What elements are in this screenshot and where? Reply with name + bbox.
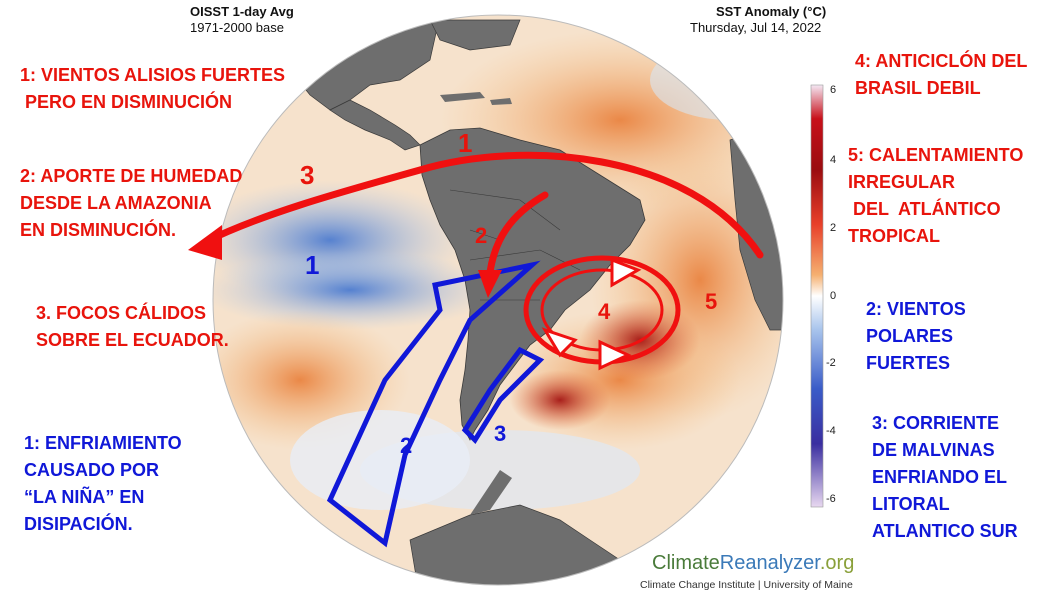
blue-region-polygon-3 (461, 346, 545, 444)
annotation-la-nina-cooling: 1: ENFRIAMIENTO CAUSADO POR “LA NIÑA” EN… (24, 433, 182, 534)
annotation-malvinas-current: 3: CORRIENTE DE MALVINAS ENFRIANDO EL LI… (872, 413, 1018, 541)
colorbar-tick: 6 (830, 84, 837, 96)
anticyclone-arrowhead-bottom (598, 339, 632, 371)
blue-region-polygon-2 (326, 260, 541, 548)
map-label-red-3: 3 (300, 160, 315, 190)
colorbar-tick: -4 (826, 425, 836, 437)
map-label-red-2: 2 (475, 223, 488, 248)
map-label-blue-2: 2 (400, 433, 413, 458)
colorbar (810, 84, 824, 508)
annotation-trade-winds: 1: VIENTOS ALISIOS FUERTES PERO EN DISMI… (20, 65, 286, 112)
institute-credit: Climate Change Institute | University of… (640, 579, 853, 591)
map-label-red-1: 1 (458, 128, 473, 158)
map-label-red-5: 5 (705, 289, 718, 314)
map-date: Thursday, Jul 14, 2022 (690, 20, 822, 35)
colorbar-tick: 4 (830, 154, 837, 166)
map-label-red-4: 4 (598, 299, 611, 324)
map-label-blue-3: 3 (494, 421, 507, 446)
red-moisture-arrow (486, 191, 549, 276)
red-moisture-arrowhead (478, 270, 502, 298)
annotation-brazil-anticyclone: 4: ANTICICLÓN DEL BRASIL DEBIL (855, 51, 1028, 98)
ocean-anomaly-field (213, 15, 783, 585)
annotation-amazon-moisture: 2: APORTE DE HUMEDAD DESDE LA AMAZONIA E… (20, 166, 243, 240)
dataset-title: OISST 1-day Avg (190, 4, 294, 19)
red-trade-winds-arrowhead (188, 225, 222, 260)
colorbar-tick: -2 (826, 357, 836, 369)
map-label-blue-1: 1 (305, 250, 320, 280)
annotation-warm-foci: 3. FOCOS CÁLIDOS SOBRE EL ECUADOR. (36, 303, 229, 350)
red-trade-winds-arrow (201, 151, 764, 259)
colorbar-tick: 2 (830, 222, 837, 234)
colorbar-tick: 0 (830, 290, 837, 302)
colorbar-tick: -6 (826, 493, 836, 505)
annotation-polar-winds: 2: VIENTOS POLARES FUERTES (866, 299, 966, 373)
anticyclone-arrowhead-left (541, 327, 578, 358)
climate-reanalyzer-logo: ClimateReanalyzer.org (652, 552, 855, 574)
variable-title: SST Anomaly (°C) (716, 4, 827, 19)
dataset-base: 1971-2000 base (190, 20, 284, 35)
annotation-atlantic-warming: 5: CALENTAMIENTO IRREGULAR DEL ATLÁNTICO… (848, 145, 1024, 246)
anticyclone-arrowhead-top (610, 257, 642, 288)
